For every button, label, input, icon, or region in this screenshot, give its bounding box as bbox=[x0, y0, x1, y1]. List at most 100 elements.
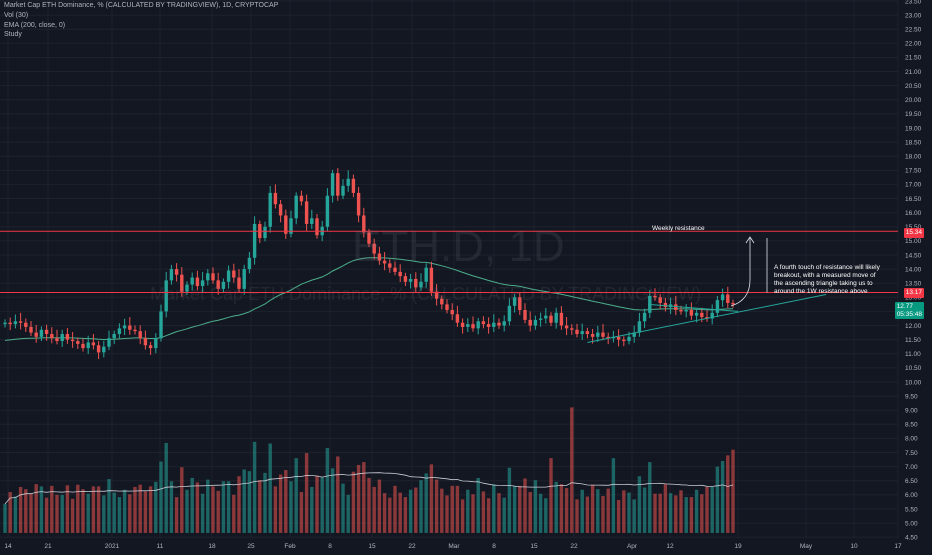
volume-bar bbox=[445, 495, 449, 533]
candle-body bbox=[408, 278, 413, 282]
candle-body bbox=[315, 218, 319, 236]
candle-body bbox=[393, 267, 397, 272]
volume-bar bbox=[65, 485, 70, 533]
price-axis-label: 10.50 bbox=[905, 365, 922, 372]
volume-bar bbox=[455, 485, 460, 533]
candle-body bbox=[107, 338, 111, 347]
candle-body bbox=[414, 278, 418, 288]
time-axis-label: 11 bbox=[157, 543, 164, 550]
candle-body bbox=[434, 291, 439, 299]
volume-bar bbox=[154, 481, 158, 533]
price-axis-label: 7.50 bbox=[905, 450, 918, 457]
candle-body bbox=[252, 223, 257, 258]
time-axis-label: 8 bbox=[328, 543, 332, 550]
volume-bar bbox=[403, 497, 408, 533]
volume-bar bbox=[242, 469, 246, 533]
volume-bar bbox=[273, 486, 278, 533]
time-axis-label: 19 bbox=[734, 543, 742, 550]
volume-bar bbox=[143, 491, 148, 533]
price-axis-label: 5.50 bbox=[905, 506, 918, 513]
candle-body bbox=[122, 325, 127, 329]
candle-body bbox=[24, 322, 28, 327]
volume-bar bbox=[637, 476, 642, 533]
candle-body bbox=[476, 321, 480, 329]
price-axis-label: 19.00 bbox=[905, 125, 922, 132]
volume-bar bbox=[590, 484, 595, 533]
volume-bar bbox=[320, 477, 324, 533]
price-axis-label: 17.50 bbox=[905, 168, 922, 175]
candle-body bbox=[310, 218, 314, 224]
volume-bar bbox=[39, 486, 44, 533]
price-axis-label: 4.50 bbox=[905, 534, 918, 541]
price-axis-label: 10.00 bbox=[905, 379, 922, 386]
candle-body bbox=[637, 321, 642, 333]
volume-bar bbox=[481, 491, 486, 533]
volume-bar bbox=[112, 492, 116, 533]
price-axis-label: 18.50 bbox=[905, 139, 922, 146]
candle-body bbox=[705, 317, 709, 319]
breakout-note-annotation[interactable]: A fourth touch of resistance will likely… bbox=[774, 264, 880, 296]
volume-bar bbox=[507, 467, 512, 533]
volume-bar bbox=[174, 497, 179, 533]
volume-bar bbox=[372, 486, 376, 533]
volume-bar bbox=[164, 442, 168, 533]
volume-bar bbox=[382, 493, 387, 533]
volume-bar bbox=[299, 492, 304, 533]
ascending-trendline bbox=[587, 293, 827, 343]
volume-bar bbox=[663, 484, 668, 533]
weekly-resistance-annotation[interactable]: Weekly resistance bbox=[652, 225, 705, 232]
volume-bar bbox=[128, 494, 132, 533]
volume-bar bbox=[684, 497, 688, 533]
price-axis-label: 5.00 bbox=[905, 520, 918, 527]
candle-body bbox=[653, 295, 657, 298]
candle-body bbox=[13, 321, 18, 325]
time-axis-label: 15 bbox=[530, 543, 538, 550]
volume-bar bbox=[18, 486, 23, 533]
time-axis-label: 15 bbox=[368, 543, 376, 550]
volume-bar bbox=[466, 489, 470, 533]
candle-body bbox=[336, 173, 340, 196]
volume-bar bbox=[258, 480, 262, 533]
time-axis-label: 17 bbox=[894, 543, 902, 550]
candle-body bbox=[559, 312, 564, 326]
study-indicator-label[interactable]: Study bbox=[4, 31, 22, 38]
candle-body bbox=[523, 310, 527, 320]
volume-bar bbox=[388, 497, 392, 533]
candle-body bbox=[221, 281, 226, 289]
volume-bar bbox=[471, 494, 475, 533]
candle-body bbox=[450, 310, 454, 315]
candle-body bbox=[460, 322, 465, 327]
volume-bar bbox=[24, 489, 28, 533]
price-axis-label: 23.00 bbox=[905, 12, 922, 19]
ema-indicator-label[interactable]: EMA (200, close, 0) bbox=[4, 22, 66, 29]
volume-indicator-label[interactable]: Vol (30) bbox=[4, 12, 29, 19]
volume-bar bbox=[55, 494, 59, 533]
candle-body bbox=[96, 345, 101, 353]
time-axis-label: 14 bbox=[4, 543, 12, 550]
volume-bar bbox=[294, 458, 298, 533]
price-axis-label: 20.50 bbox=[905, 83, 922, 90]
candle-body bbox=[294, 195, 298, 219]
volume-bar bbox=[596, 489, 600, 533]
volume-bar bbox=[206, 479, 210, 533]
price-axis-label: 11.00 bbox=[905, 351, 921, 358]
volume-bar bbox=[180, 467, 184, 533]
price-axis-label: 11.50 bbox=[905, 337, 921, 344]
candle-body bbox=[382, 260, 387, 264]
time-axis-label: May bbox=[800, 543, 813, 550]
volume-bar bbox=[616, 499, 621, 533]
volume-bar bbox=[226, 481, 231, 533]
price-axis-label: 20.00 bbox=[905, 97, 922, 104]
volume-bar bbox=[91, 486, 96, 533]
candle-body bbox=[627, 336, 631, 342]
volume-ma-line bbox=[4, 472, 734, 505]
volume-bar bbox=[336, 456, 340, 533]
candle-body bbox=[362, 215, 366, 233]
candle-body bbox=[65, 333, 70, 340]
candle-body bbox=[642, 312, 647, 322]
candle-body bbox=[585, 331, 590, 334]
candle-body bbox=[694, 312, 699, 316]
volume-bar bbox=[232, 494, 236, 533]
